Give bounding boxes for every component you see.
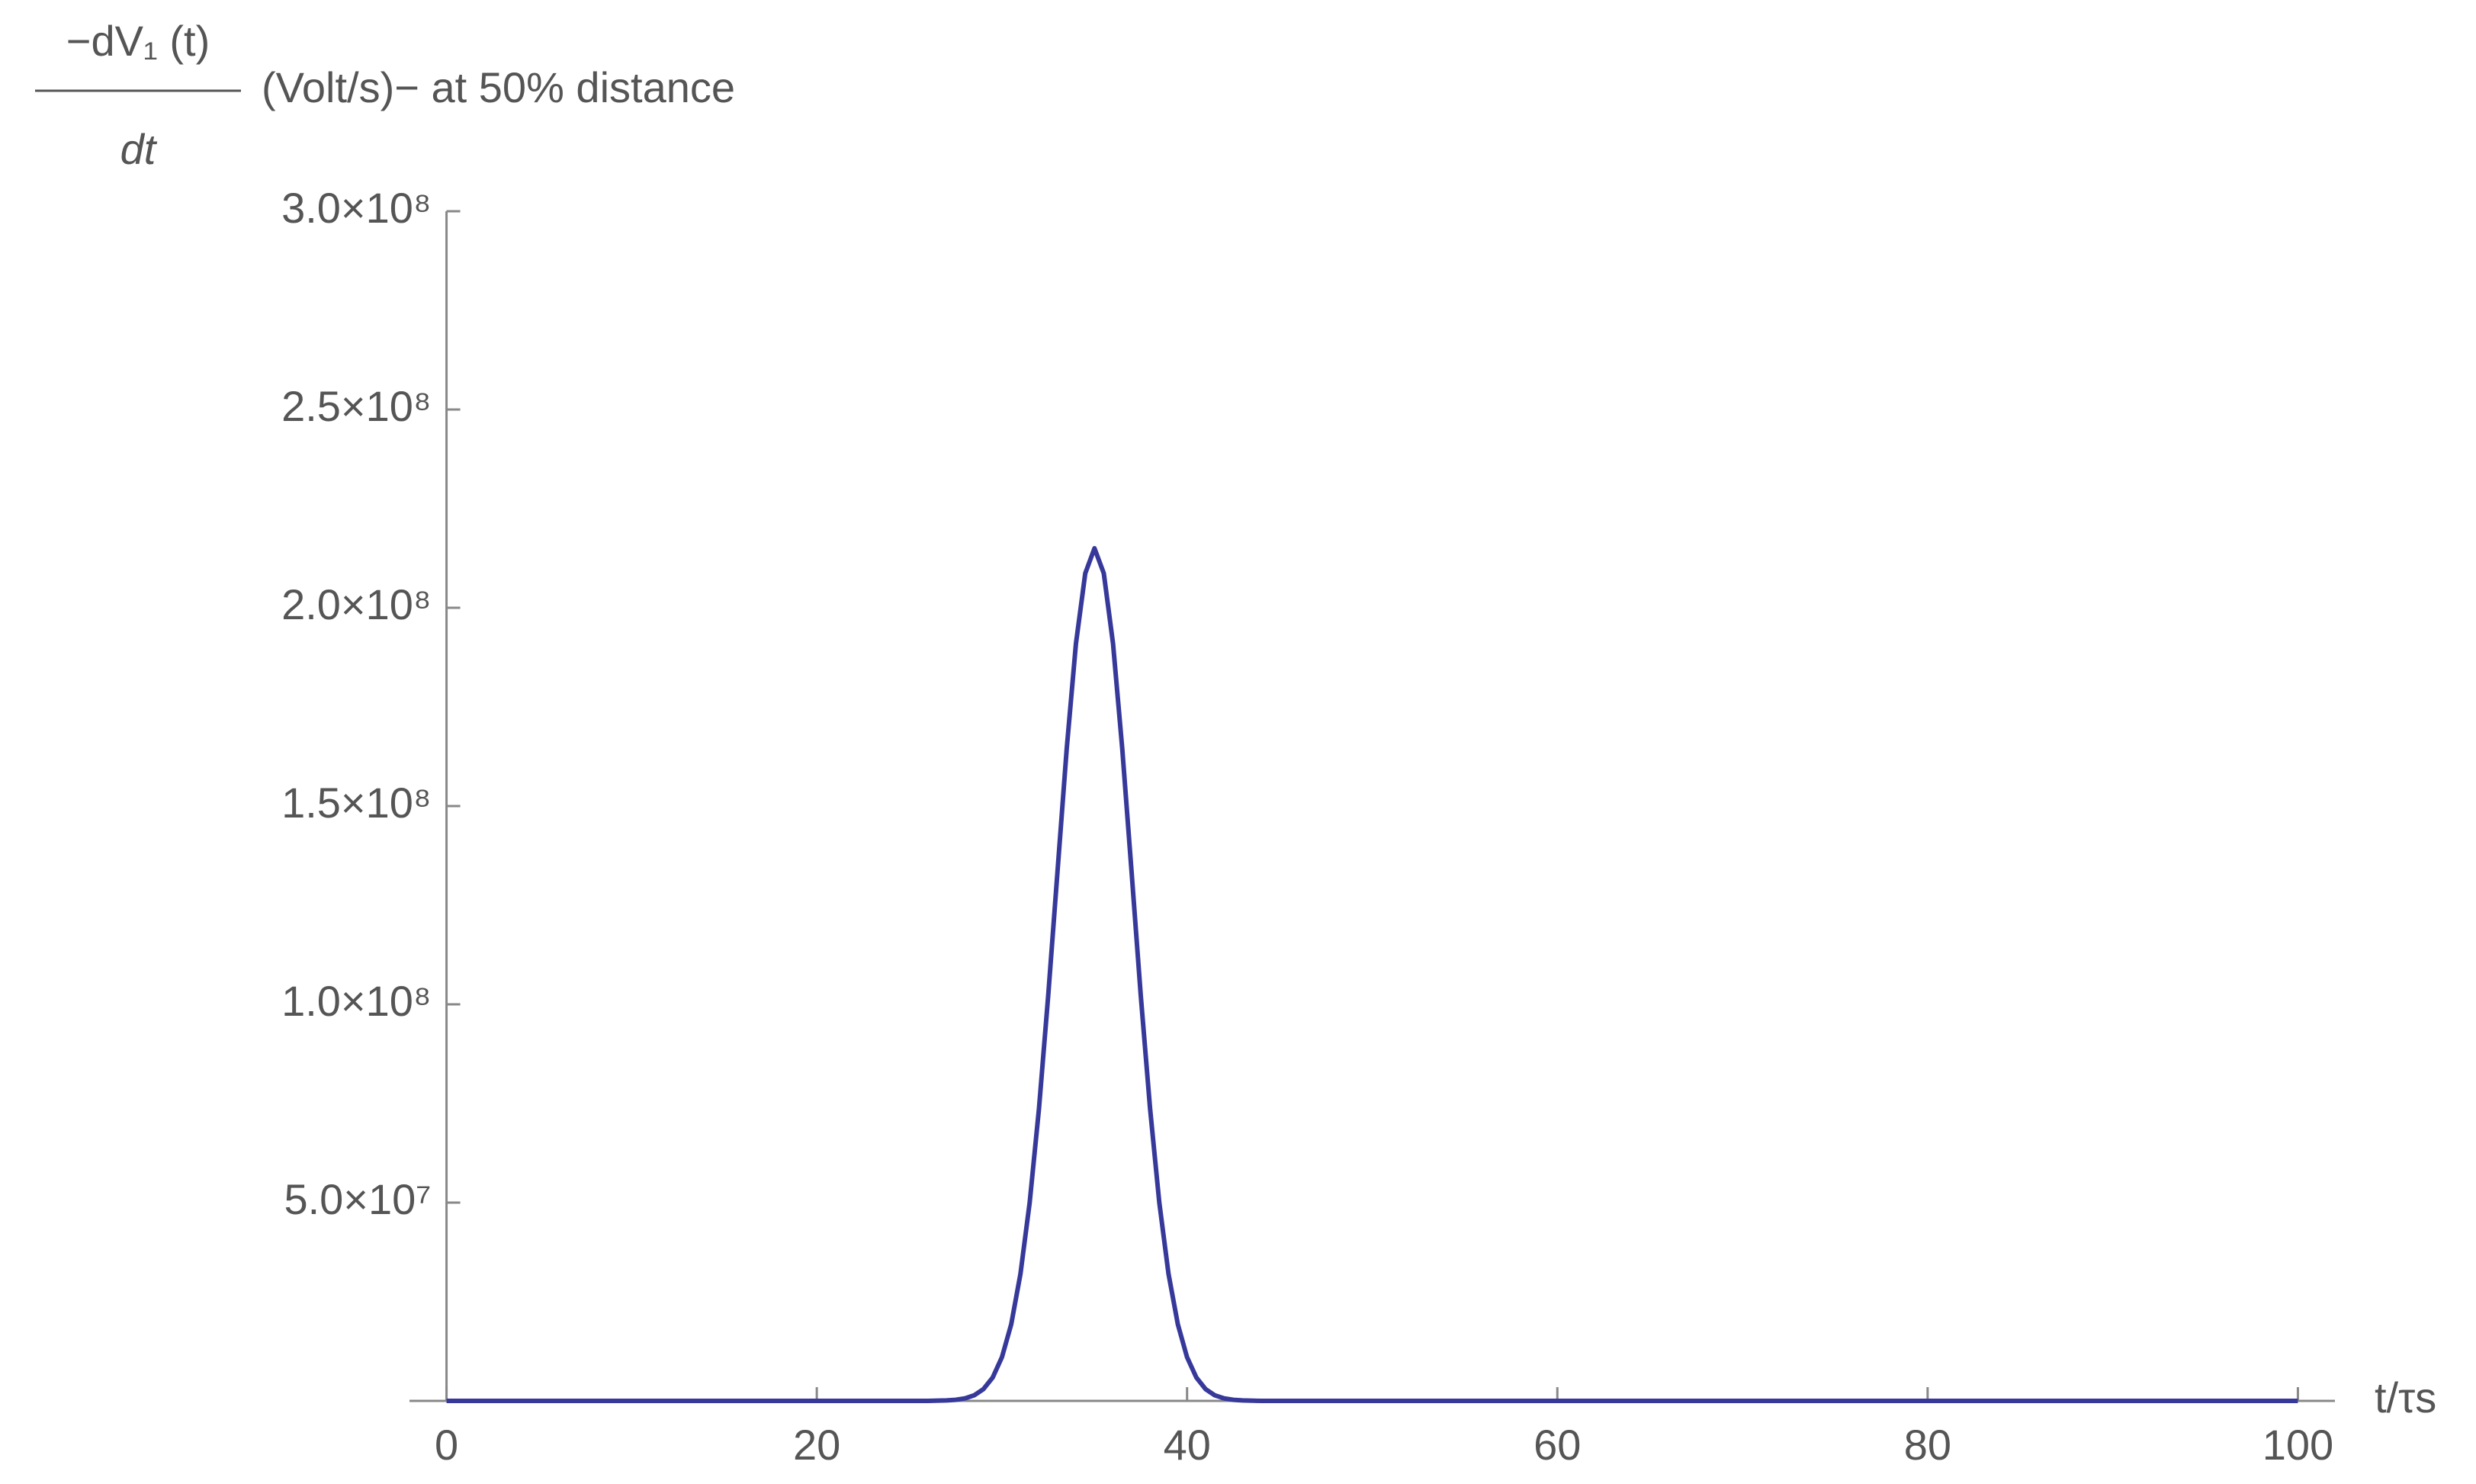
x-axis-label: t/τs bbox=[2375, 1373, 2436, 1421]
data-line bbox=[446, 546, 2298, 1403]
x-tick-label: 80 bbox=[1904, 1421, 1951, 1469]
y-label-denominator: dt bbox=[120, 125, 158, 173]
x-tick-label: 20 bbox=[793, 1421, 840, 1469]
x-tick-label: 100 bbox=[2262, 1421, 2333, 1469]
y-tick-label: 5.0×10⁷ bbox=[284, 1175, 431, 1223]
x-tick-label: 60 bbox=[1533, 1421, 1581, 1469]
y-tick-label: 1.5×10⁸ bbox=[281, 779, 431, 827]
y-tick-label: 2.5×10⁸ bbox=[281, 382, 431, 430]
x-tick-label: 0 bbox=[435, 1421, 458, 1469]
y-label-numerator: −dV₁ (t) bbox=[66, 17, 210, 65]
y-tick-label: 2.0×10⁸ bbox=[281, 580, 431, 628]
y-tick-label: 1.0×10⁸ bbox=[281, 977, 431, 1025]
y-tick-label: 3.0×10⁸ bbox=[281, 184, 431, 232]
y-label-unit: (Volt/s)− at 50% distance bbox=[262, 63, 735, 111]
x-tick-label: 40 bbox=[1164, 1421, 1211, 1469]
